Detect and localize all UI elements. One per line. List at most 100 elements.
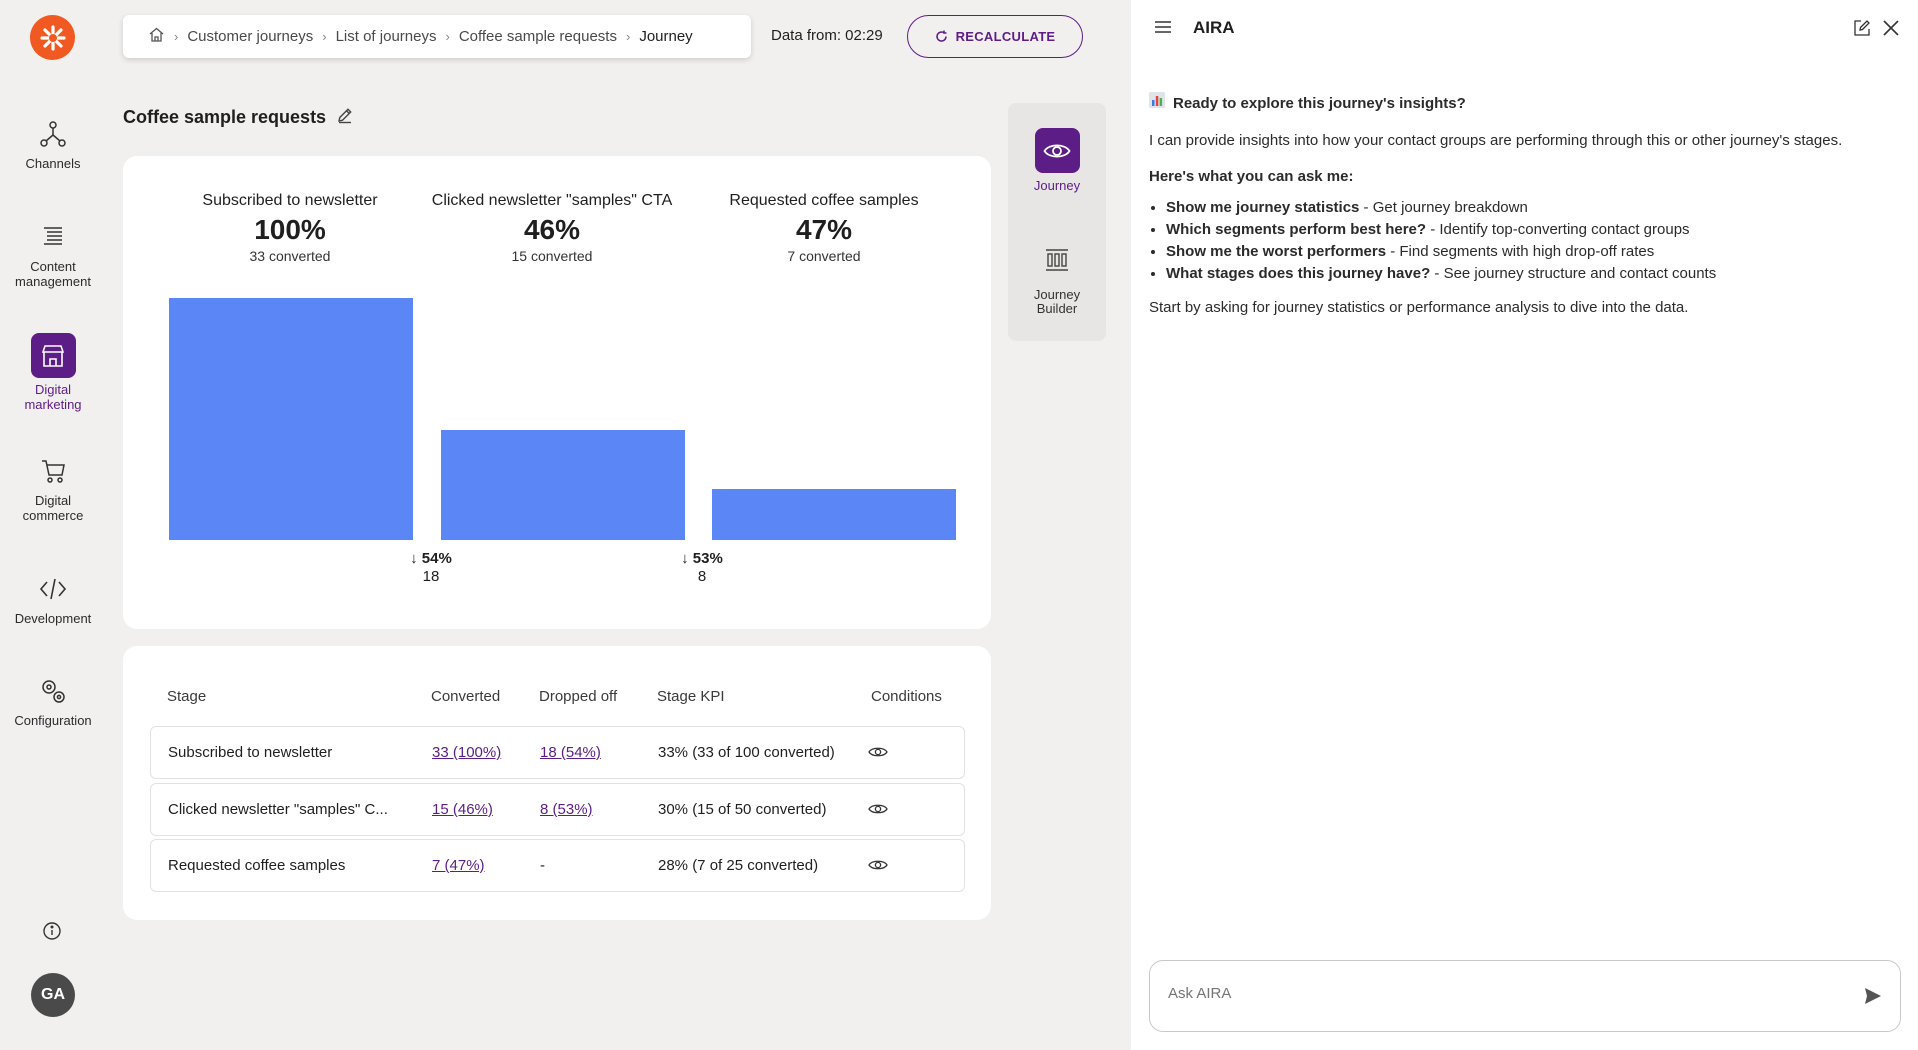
ask-aira-box — [1149, 960, 1901, 1032]
stage-summary: Clicked newsletter "samples" CTA 46% 15 … — [422, 192, 682, 264]
refresh-icon — [935, 30, 947, 42]
ask-heading: Here's what you can ask me: — [1149, 168, 1354, 185]
chevron-right-icon: › — [322, 29, 327, 44]
dropoff-percent: ↓ 54% — [410, 550, 452, 567]
column-header: Stage KPI — [657, 688, 725, 705]
funnel-bar[interactable] — [169, 298, 413, 540]
nav-label: Digital commerce — [22, 493, 84, 523]
tab-journey-builder[interactable]: Journey Builder — [1008, 237, 1106, 316]
funnel-bar[interactable] — [441, 430, 685, 540]
dropped-value: - — [540, 857, 545, 874]
recalculate-button[interactable]: RECALCULATE — [907, 15, 1083, 58]
stage-kpi: 28% (7 of 25 converted) — [658, 857, 819, 874]
recalculate-label: RECALCULATE — [955, 29, 1056, 44]
breadcrumb: › Customer journeys › List of journeys ›… — [123, 15, 751, 58]
dropoff-label: ↓ 53% 8 — [667, 550, 737, 586]
aira-message: Ready to explore this journey's insights… — [1149, 92, 1889, 333]
page-title-text: Coffee sample requests — [123, 107, 327, 127]
stage-percent: 47% — [795, 214, 853, 245]
stage-name: Clicked newsletter "samples" C... — [168, 801, 388, 818]
left-nav: Channels Content management Digital mark… — [0, 0, 106, 1050]
stage-title: Subscribed to newsletter — [202, 192, 378, 209]
code-icon — [37, 573, 69, 605]
nav-label: Channels — [25, 156, 81, 171]
converted-link[interactable]: 7 (47%) — [432, 857, 485, 874]
nav-item-configuration[interactable]: Configuration — [0, 675, 106, 728]
aira-panel: AIRA Ready to explore this journey's ins… — [1131, 0, 1918, 1050]
chevron-right-icon: › — [445, 29, 450, 44]
send-icon[interactable] — [1864, 987, 1882, 1008]
stage-converted: 33 converted — [249, 248, 331, 264]
stage-percent: 46% — [523, 214, 581, 245]
dropoff-count: 8 — [697, 568, 707, 585]
stage-kpi: 30% (15 of 50 converted) — [658, 801, 827, 818]
table-row: Requested coffee samples 7 (47%) - 28% (… — [150, 839, 965, 892]
view-tabs: Journey Journey Builder — [1008, 103, 1106, 341]
converted-link[interactable]: 15 (46%) — [432, 801, 493, 818]
aira-title: AIRA — [1193, 18, 1235, 37]
heading-text: Ready to explore this journey's insights… — [1173, 94, 1466, 112]
dropped-link[interactable]: 8 (53%) — [540, 801, 593, 818]
dropoff-label: ↓ 54% 18 — [396, 550, 466, 586]
close-icon[interactable] — [1882, 19, 1900, 40]
breadcrumb-coffee-sample-requests[interactable]: Coffee sample requests — [458, 28, 617, 45]
stage-title: Clicked newsletter "samples" CTA — [431, 192, 673, 209]
eye-icon[interactable] — [868, 802, 888, 820]
breadcrumb-current: Journey — [639, 28, 693, 45]
stage-name: Requested coffee samples — [168, 857, 346, 874]
nav-item-development[interactable]: Development — [0, 573, 106, 626]
nav-item-digital-commerce[interactable]: Digital commerce — [0, 455, 106, 523]
data-timestamp: Data from: 02:29 — [771, 27, 883, 44]
suggestion-question: Which segments perform best here? — [1166, 221, 1427, 238]
edit-pencil-icon[interactable] — [336, 106, 354, 129]
suggestion-question: Show me the worst performers — [1166, 243, 1387, 260]
bar-chart-icon — [1149, 92, 1165, 115]
eye-icon[interactable] — [868, 858, 888, 876]
suggestion-item: Which segments perform best here? - Iden… — [1166, 219, 1889, 241]
nav-item-content-management[interactable]: Content management — [0, 221, 106, 289]
stage-converted: 15 converted — [511, 248, 593, 264]
eye-icon[interactable] — [868, 745, 888, 763]
nav-label: Digital marketing — [24, 382, 82, 412]
content-icon — [37, 221, 69, 253]
tab-label: Journey — [1033, 178, 1081, 193]
gears-icon — [37, 675, 69, 707]
nav-item-digital-marketing[interactable]: Digital marketing — [0, 333, 106, 412]
tab-label: Journey Builder — [1033, 287, 1081, 316]
stage-name: Subscribed to newsletter — [168, 744, 333, 761]
page-title: Coffee sample requests — [123, 106, 354, 129]
info-icon[interactable] — [42, 921, 62, 941]
builder-icon — [1035, 237, 1080, 282]
tab-journey[interactable]: Journey — [1008, 128, 1106, 193]
breadcrumb-list-of-journeys[interactable]: List of journeys — [335, 28, 437, 45]
funnel-bar[interactable] — [712, 489, 956, 540]
chevron-right-icon: › — [625, 29, 631, 44]
home-icon[interactable] — [148, 26, 165, 47]
asterisk-logo-icon[interactable] — [30, 15, 75, 60]
funnel-chart-card: Subscribed to newsletter 100% 33 convert… — [123, 156, 991, 629]
hamburger-menu-icon[interactable] — [1154, 20, 1172, 37]
nav-label: Configuration — [14, 713, 92, 728]
cart-icon — [37, 455, 69, 487]
nav-label: Content management — [15, 259, 91, 289]
suggestion-item: Show me journey statistics - Get journey… — [1166, 197, 1889, 219]
table-row: Clicked newsletter "samples" C... 15 (46… — [150, 783, 965, 836]
store-icon — [30, 333, 76, 378]
stage-converted: 7 converted — [787, 248, 861, 264]
nav-item-channels[interactable]: Channels — [0, 118, 106, 171]
column-header: Dropped off — [539, 688, 618, 705]
stage-summary: Subscribed to newsletter 100% 33 convert… — [160, 192, 420, 264]
suggestion-item: Show me the worst performers - Find segm… — [1166, 241, 1889, 263]
suggestion-description: - Find segments with high drop-off rates — [1386, 243, 1655, 260]
dropped-link[interactable]: 18 (54%) — [540, 744, 601, 761]
breadcrumb-customer-journeys[interactable]: Customer journeys — [187, 28, 314, 45]
ask-aira-input[interactable] — [1168, 985, 1828, 1002]
converted-link[interactable]: 33 (100%) — [432, 744, 502, 761]
column-header: Stage — [167, 688, 207, 705]
table-row: Subscribed to newsletter 33 (100%) 18 (5… — [150, 726, 965, 779]
stage-kpi: 33% (33 of 100 converted) — [658, 744, 835, 761]
stage-percent: 100% — [254, 214, 326, 245]
message-heading: Ready to explore this journey's insights… — [1149, 92, 1889, 115]
new-chat-icon[interactable] — [1853, 19, 1871, 40]
avatar[interactable]: GA — [31, 973, 75, 1017]
